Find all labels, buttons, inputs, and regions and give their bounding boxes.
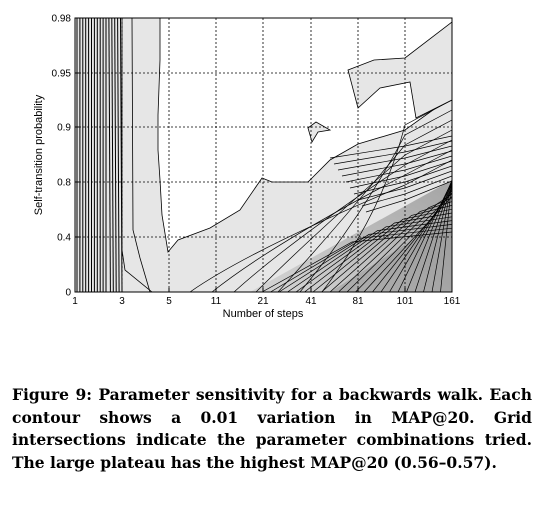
contour-plot: 1 3 5 11 21 41 81 101 161 0 0.4 0.8 0.9 0.95 0.98 Num… [33,14,461,321]
diagonal-contour-lines [189,99,452,292]
upper-right-contour-region [347,21,452,119]
x-tick-label: 81 [352,296,364,307]
x-axis-label: Number of steps [223,308,304,320]
contour-line [189,159,452,292]
left-contour-line [111,18,114,292]
y-tick-label: 0.9 [57,123,71,134]
contour-line [380,178,452,292]
contour-line [406,167,452,292]
x-tick-label: 5 [166,296,172,307]
contour-line [255,129,452,292]
contour-line [363,186,452,292]
contour-line [270,227,452,292]
contour-line [261,231,452,292]
contour-line [389,175,452,292]
contour-line [414,163,452,292]
contour-line [431,156,452,292]
grid-lines [75,18,452,292]
left-vertical-contour-lines [76,18,123,292]
second-left-contour [131,18,151,292]
contour-line [397,171,452,292]
y-tick-label: 0 [65,288,71,299]
figure-caption: Figure 9: Parameter sensitivity for a ba… [12,384,532,474]
y-axis-ticks: 0 0.4 0.8 0.9 0.95 0.98 [52,14,79,299]
caption-label: Figure 9: [12,385,92,404]
left-contour-line [117,18,120,292]
contour-line [321,99,452,292]
contour-line [211,149,452,292]
contour-line [372,182,452,292]
x-tick-label: 1 [72,296,78,307]
left-contour-line [108,18,111,292]
x-tick-label: 3 [119,296,125,307]
x-tick-label: 161 [444,296,461,307]
lower-right-gradient-region [250,180,452,292]
y-tick-label: 0.98 [52,14,72,25]
x-tick-label: 101 [397,296,414,307]
x-tick-label: 21 [257,296,269,307]
contour-line [233,139,452,292]
y-tick-label: 0.4 [57,233,71,244]
x-tick-label: 11 [211,296,222,307]
left-contour-line [114,18,117,292]
contour-line [440,152,452,292]
y-tick-label: 0.8 [57,178,71,189]
caption-text: Parameter sensitivity for a backwards wa… [12,385,532,472]
x-axis-ticks: 1 3 5 11 21 41 81 101 161 [72,288,461,307]
y-tick-label: 0.95 [52,69,72,80]
contour-figure: 1 3 5 11 21 41 81 101 161 0 0.4 0.8 0.9 0.95 0.98 Num… [33,14,461,321]
contour-line [423,159,452,292]
y-axis-label: Self-transition probability [33,94,45,215]
x-tick-label: 41 [305,296,317,307]
